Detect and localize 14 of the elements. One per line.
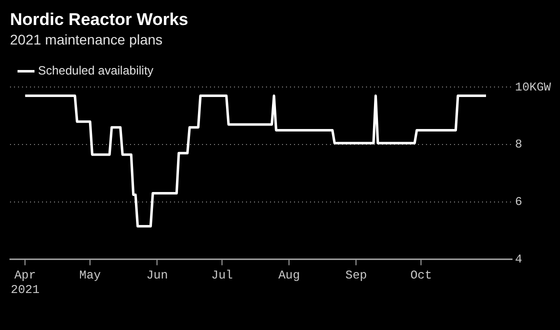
chart-subtitle: 2021 maintenance plans — [10, 32, 163, 48]
legend-label: Scheduled availability — [38, 64, 154, 78]
x-tick-label: Apr 2021 — [10, 268, 40, 297]
x-tick-label: Sep — [345, 268, 368, 283]
chart-title: Nordic Reactor Works — [10, 10, 188, 29]
y-tick-label: 6 — [514, 195, 522, 210]
y-tick-label: 10KGW — [514, 80, 552, 94]
x-tick-label: Oct — [410, 268, 432, 283]
x-tick-label: Jun — [146, 268, 168, 283]
y-tick-label: 8 — [514, 138, 522, 152]
y-tick-label: 4 — [514, 252, 522, 266]
x-tick-label: Jul — [211, 268, 233, 283]
x-tick-label: Aug — [278, 268, 300, 283]
x-tick-label: May — [79, 268, 101, 283]
